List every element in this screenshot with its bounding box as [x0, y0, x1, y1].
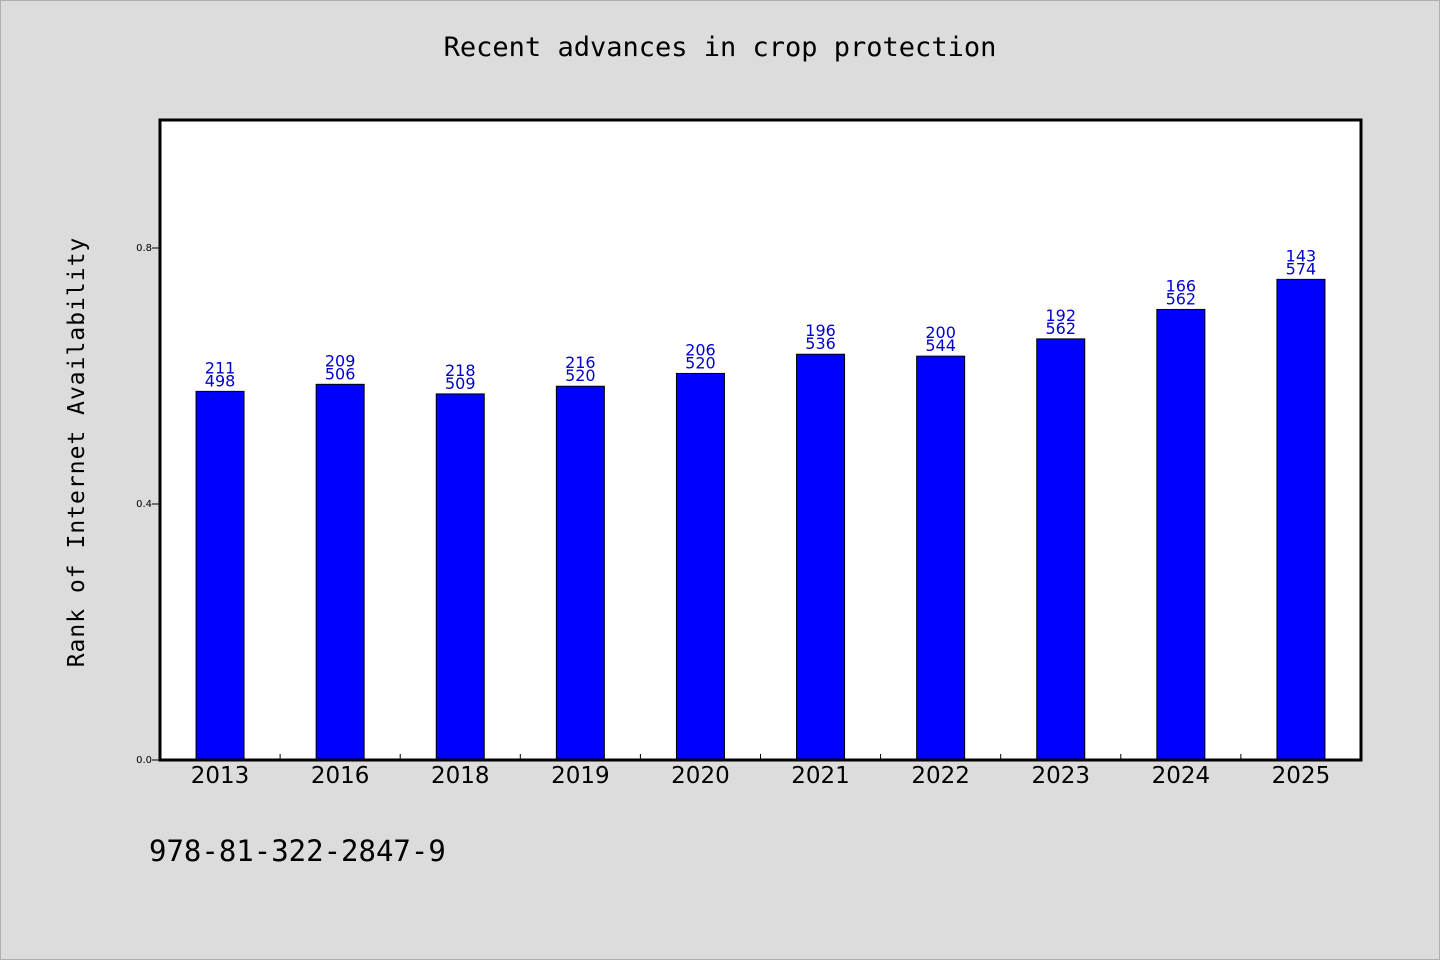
- bar-label-top: 192: [1045, 306, 1076, 325]
- bar-label-bottom: 574: [1286, 259, 1317, 278]
- bar-label-top: 200: [925, 323, 956, 342]
- bar-label-bottom: 506: [325, 364, 356, 383]
- bar: [315, 383, 365, 761]
- bar-label-bottom: 498: [205, 371, 236, 390]
- bar: [916, 355, 966, 761]
- bar-label-top: 211: [205, 358, 236, 377]
- y-tick-label: 0.4: [136, 499, 152, 510]
- bar: [435, 393, 485, 761]
- bar-label-top: 196: [805, 321, 836, 340]
- bar-label-bottom: 520: [565, 366, 596, 385]
- y-tick-label: 0.0: [136, 755, 152, 766]
- bar: [1276, 278, 1326, 761]
- bar-label-bottom: 509: [445, 374, 476, 393]
- bar-label-bottom: 544: [925, 336, 956, 355]
- plot-border: [158, 118, 1363, 762]
- bar-label-top: 216: [565, 353, 596, 372]
- bar: [675, 372, 725, 761]
- bar-label-bottom: 562: [1045, 319, 1076, 338]
- bar-label-top: 166: [1166, 276, 1197, 295]
- x-tick-label: 2013: [191, 763, 250, 789]
- y-tick-label: 0.8: [136, 243, 152, 254]
- x-tick-label: 2021: [791, 763, 850, 789]
- bar-label-top: 143: [1286, 246, 1317, 265]
- isbn-label: 978-81-322-2847-9: [149, 834, 446, 868]
- x-tick-label: 2020: [671, 763, 730, 789]
- bar: [1036, 338, 1086, 761]
- chart-title: Recent advances in crop protection: [443, 32, 997, 63]
- bar-label-bottom: 536: [805, 334, 836, 353]
- x-tick-label: 2022: [911, 763, 970, 789]
- bar-label-bottom: 520: [685, 353, 716, 372]
- x-tick-label: 2019: [551, 763, 610, 789]
- bar: [195, 390, 245, 761]
- bar: [555, 385, 605, 761]
- x-tick-label: 2018: [431, 763, 490, 789]
- bar-label-top: 218: [445, 361, 476, 380]
- x-tick-label: 2023: [1031, 763, 1090, 789]
- bar-label-top: 209: [325, 351, 356, 370]
- bar: [796, 353, 846, 761]
- x-tick-label: 2025: [1272, 763, 1331, 789]
- bar: [1156, 308, 1206, 761]
- x-tick-label: 2016: [311, 763, 370, 789]
- x-tick-label: 2024: [1152, 763, 1211, 789]
- bar-label-top: 206: [685, 340, 716, 359]
- bar-label-bottom: 562: [1166, 289, 1197, 308]
